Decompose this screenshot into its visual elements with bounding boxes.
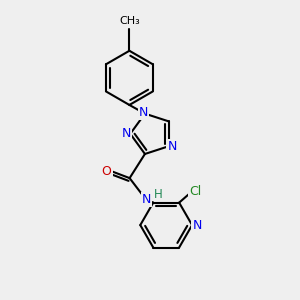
Text: CH₃: CH₃: [119, 16, 140, 26]
Text: N: N: [192, 219, 202, 232]
Text: N: N: [139, 106, 148, 119]
Text: H: H: [154, 188, 163, 200]
Text: N: N: [167, 140, 177, 153]
Text: N: N: [142, 193, 151, 206]
Text: O: O: [102, 165, 112, 178]
Text: Cl: Cl: [189, 185, 201, 198]
Text: N: N: [122, 127, 131, 140]
